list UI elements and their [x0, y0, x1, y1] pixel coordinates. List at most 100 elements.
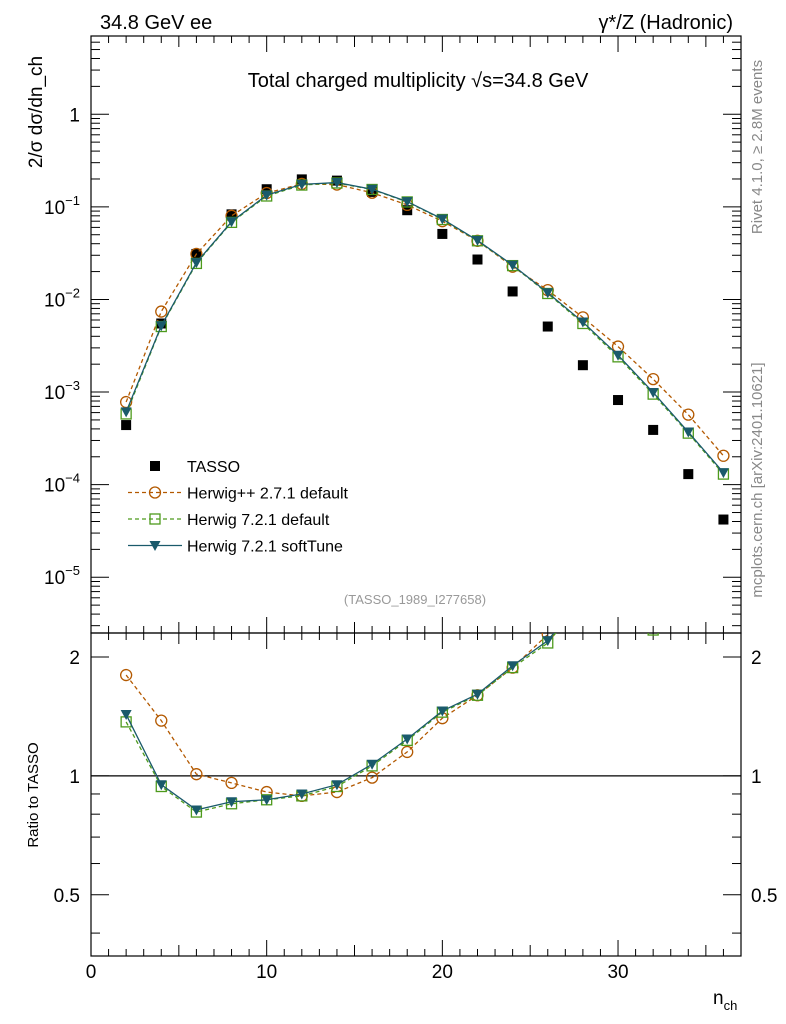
- ratio-series: [119, 516, 729, 818]
- ratio-point: [613, 586, 623, 596]
- data-point: [647, 372, 660, 386]
- header-left: 34.8 GeV ee: [100, 12, 212, 34]
- y-tick-label: 10−1: [44, 193, 80, 219]
- ratio-y-tick-label: 2: [69, 648, 80, 669]
- ratio-point: [683, 516, 694, 527]
- ratio-point: [401, 745, 414, 759]
- ratio-point: [613, 583, 624, 593]
- ratio-y-tick-label-right: 2: [751, 648, 762, 669]
- legend-label: TASSO: [187, 459, 240, 476]
- data-point: [717, 449, 730, 462]
- ratio-point: [647, 633, 659, 636]
- ratio-point: [119, 668, 133, 682]
- data-point: [261, 190, 273, 201]
- y-tick-label: 10−3: [44, 378, 80, 404]
- ratio-y-tick-label: 0.5: [54, 886, 80, 907]
- ratio-point: [507, 661, 519, 672]
- ratio-point: [120, 710, 132, 721]
- ratio-point: [436, 706, 448, 717]
- data-point: [683, 469, 694, 480]
- data-point: [542, 321, 553, 332]
- data-point: [611, 340, 625, 353]
- ratio-point: [683, 607, 693, 617]
- data-point: [436, 214, 448, 225]
- legend-marker: [148, 486, 162, 499]
- ratio-point: [542, 636, 554, 647]
- plot-frames: [90, 35, 742, 957]
- data-point: [155, 305, 168, 318]
- ratio-point: [718, 588, 728, 598]
- y-tick-label: 10−4: [44, 471, 80, 497]
- ratio-point: [365, 771, 379, 784]
- series-line: [125, 181, 724, 474]
- ratio-axis-label: Ratio to TASSO: [25, 742, 42, 847]
- ratio-point: [225, 776, 238, 790]
- data-point: [717, 468, 729, 479]
- data-point: [331, 178, 343, 189]
- data-point: [682, 408, 695, 421]
- ratio-y-tick-label-right: 0.5: [751, 886, 777, 907]
- data-point: [366, 184, 378, 195]
- data-point: [648, 424, 659, 435]
- legend-marker: [149, 541, 161, 551]
- data-point: [437, 228, 448, 239]
- ratio-frame: [90, 632, 742, 957]
- chart-title: Total charged multiplicity √s=34.8 GeV: [248, 70, 589, 92]
- legend-marker: [150, 461, 160, 471]
- ratio-point: [683, 604, 694, 614]
- x-tick-label: 30: [607, 962, 628, 983]
- mcplots-credit: mcplots.cern.ch [arXiv:2401.10621]: [749, 362, 766, 597]
- data-point: [296, 179, 308, 190]
- series-line: [125, 182, 724, 475]
- ratio-point: [296, 789, 308, 800]
- ratio-point: [577, 566, 588, 577]
- data-point: [121, 420, 132, 431]
- data-point: [682, 427, 694, 438]
- data-point: [577, 317, 589, 328]
- axes: 0 10 20 30 1 10−1 10−2 10−3 10−4 10−5 2 2 1 1 0.5 0.5: [44, 35, 777, 983]
- data-point: [401, 197, 413, 208]
- ratio-line: [125, 633, 557, 813]
- ratio-point: [471, 689, 483, 700]
- header-right: γ*/Z (Hadronic): [599, 12, 733, 34]
- series-layer: [119, 174, 730, 818]
- data-point: [718, 514, 729, 525]
- ratio-point: [578, 594, 588, 604]
- ratio-point: [331, 780, 343, 791]
- legend-label: Herwig 7.2.1 softTune: [187, 539, 343, 556]
- data-point: [226, 217, 238, 228]
- ratio-point: [718, 586, 729, 596]
- ratio-point: [155, 780, 167, 791]
- data-point: [155, 321, 167, 332]
- y-tick-label: 10−2: [44, 285, 80, 311]
- ratio-point: [648, 555, 659, 566]
- legend-label: Herwig 7.2.1 default: [187, 512, 330, 529]
- data-point: [471, 235, 483, 246]
- series-line: [125, 183, 724, 457]
- data-point: [120, 407, 132, 418]
- legend: TASSO Herwig++ 2.7.1 default Herwig 7.2.1 …: [128, 459, 349, 556]
- data-point: [577, 360, 588, 371]
- ratio-point: [190, 768, 203, 781]
- data-point: [613, 395, 624, 406]
- data-point: [647, 387, 659, 398]
- x-tick-label: 10: [256, 962, 277, 983]
- data-point: [190, 258, 202, 269]
- ratio-point: [366, 759, 378, 770]
- data-point: [261, 184, 272, 195]
- ratio-y-tick-label-right: 1: [751, 767, 762, 788]
- data-point: [507, 260, 519, 271]
- y-tick-label: 10−5: [44, 563, 80, 589]
- ratio-line: [125, 633, 555, 811]
- x-axis-label: nch: [713, 988, 737, 1013]
- data-point: [542, 288, 554, 299]
- legend-marker: [149, 513, 161, 525]
- main-series: [119, 174, 730, 525]
- ratio-point: [577, 592, 588, 602]
- ratio-point: [226, 797, 238, 808]
- rivet-version: Rivet 4.1.0, ≥ 2.8M events: [749, 60, 766, 234]
- data-point: [296, 174, 307, 185]
- x-tick-label: 20: [432, 962, 453, 983]
- data-point: [472, 254, 483, 265]
